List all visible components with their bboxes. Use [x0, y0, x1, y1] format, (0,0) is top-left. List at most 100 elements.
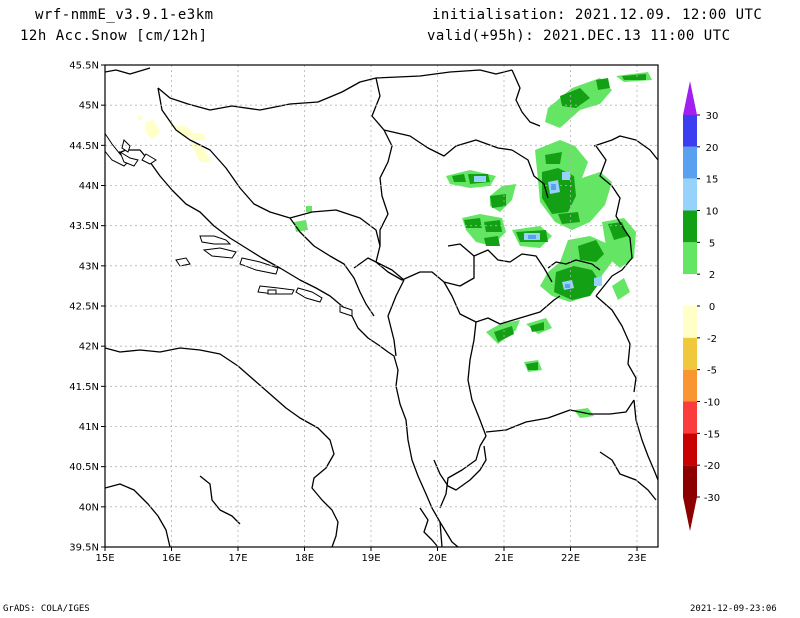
- initialisation-text: initialisation: 2021.12.09. 12:00 UTC: [432, 7, 763, 23]
- adriatic-islands: [105, 132, 353, 317]
- romania-border: [511, 69, 541, 127]
- montenegro-albania-border: [387, 279, 405, 357]
- coastlines-and-borders: [105, 67, 658, 547]
- colorbar-band: [683, 337, 697, 370]
- lat-tick-label: 45N: [79, 101, 99, 112]
- danube-romania-border: [593, 135, 658, 161]
- colorbar-band: [683, 146, 697, 179]
- lat-tick-label: 43.5N: [69, 221, 99, 232]
- lat-lon-grid: [105, 65, 658, 547]
- croatia-serbia-border: [383, 129, 513, 157]
- colorbar-label: 10: [706, 207, 719, 218]
- lon-tick-label: 23E: [627, 553, 646, 564]
- island-pag-icon: [121, 139, 131, 153]
- colorbar-band: [683, 369, 697, 402]
- greece-chalcidice-coast: [599, 451, 657, 501]
- colorbar-label: 30: [706, 111, 719, 122]
- lon-tick-label: 20E: [428, 553, 447, 564]
- variable-title: 12h Acc.Snow [cm/12h]: [20, 28, 208, 44]
- colorbar-label: 0: [709, 302, 715, 313]
- lat-tick-label: 42N: [79, 342, 99, 353]
- island-cres-icon: [118, 150, 139, 167]
- bosnia-croatia-south-border: [289, 217, 375, 317]
- colorbar-band: [683, 465, 697, 497]
- lon-tick-label: 19E: [361, 553, 380, 564]
- lat-tick-label: 40N: [79, 502, 99, 513]
- hungary-serbia-border: [375, 69, 513, 79]
- colorbar-band: [683, 242, 697, 275]
- montenegro-border: [375, 243, 475, 287]
- lat-tick-label: 40.5N: [69, 462, 99, 473]
- colorbar-label: 15: [706, 175, 719, 186]
- colorbar-label: -15: [704, 429, 720, 440]
- snow-shading-layer: [138, 72, 652, 418]
- colorbar-label: 2: [709, 270, 715, 281]
- kosovo-macedonia-border: [499, 295, 561, 325]
- colorbar-band: [683, 306, 697, 338]
- albania-kosovo-border: [443, 281, 501, 325]
- colorbar-label: -2: [707, 334, 717, 345]
- lon-tick-label: 21E: [494, 553, 513, 564]
- snow-blue-areas: [528, 184, 570, 288]
- colorbar-band: [683, 178, 697, 211]
- island-hvar-icon: [239, 257, 279, 275]
- colorbar-label: 5: [709, 238, 715, 249]
- colorbar-bottom-arrow: [683, 497, 697, 531]
- lat-tick-label: 39.5N: [69, 543, 99, 554]
- lat-tick-label: 41N: [79, 422, 99, 433]
- serbia-romania-border: [511, 149, 549, 199]
- lon-tick-label: 17E: [228, 553, 247, 564]
- colorbar-band: [683, 115, 697, 147]
- colorbar-label: -5: [707, 366, 717, 377]
- croatia-hungary-border: [157, 77, 377, 111]
- island-brac-icon: [202, 247, 237, 259]
- colorbar-label: -10: [704, 398, 720, 409]
- macedonia-bulgaria-border: [595, 295, 637, 393]
- colorbar-top-arrow: [683, 81, 697, 115]
- lon-tick-label: 15E: [95, 553, 114, 564]
- lat-tick-label: 41.5N: [69, 382, 99, 393]
- colorbar-label: -20: [704, 461, 720, 472]
- colorbar-band: [683, 210, 697, 243]
- bosnia-serbia-border: [371, 77, 405, 281]
- island-lastovo-icon: [267, 289, 277, 295]
- greece-east-coast: [633, 399, 658, 481]
- albania-greece-border: [433, 445, 487, 491]
- croatia-bosnia-north-border: [157, 87, 381, 247]
- italy-coastline: [105, 347, 339, 547]
- serbia-kosovo-border: [473, 249, 553, 283]
- render-timestamp: 2021-12-09-23:06: [690, 604, 777, 614]
- greece-coast-south: [439, 521, 459, 547]
- island-dugi-otok-icon: [199, 235, 232, 245]
- island-mljet-icon: [295, 287, 323, 303]
- macedonia-greece-border: [485, 399, 635, 433]
- longitude-labels: 15E 16E 17E 18E 19E 20E 21E 22E 23E: [95, 547, 647, 564]
- kosovo-serbia-east: [547, 259, 601, 271]
- lat-tick-label: 43N: [79, 261, 99, 272]
- colorbar-band: [683, 433, 697, 466]
- snow-negative-areas: [138, 116, 212, 162]
- lon-tick-label: 18E: [295, 553, 314, 564]
- model-title: wrf-nmmE_v3.9.1-e3km: [35, 7, 214, 23]
- lat-tick-label: 44N: [79, 181, 99, 192]
- lon-tick-label: 16E: [162, 553, 181, 564]
- colorbar-label: 20: [706, 143, 719, 154]
- gulf-of-taranto-coastline: [105, 483, 171, 547]
- italy-heel-coastline: [199, 475, 241, 525]
- albania-macedonia-border: [467, 321, 487, 447]
- slovenia-croatia-border: [105, 67, 151, 75]
- software-credit: GrADS: COLA/IGES: [3, 604, 90, 614]
- adriatic-east-coastline: [105, 139, 443, 547]
- greece-west-coast: [419, 507, 439, 547]
- lat-tick-label: 42.5N: [69, 302, 99, 313]
- greece-inland-border: [439, 445, 481, 509]
- island-sipan-icon: [339, 305, 353, 317]
- valid-time-text: valid(+95h): 2021.DEC.13 11:00 UTC: [427, 28, 731, 44]
- lon-tick-label: 22E: [561, 553, 580, 564]
- lat-tick-label: 45.5N: [69, 61, 99, 72]
- latitude-labels: 45.5N 45N 44.5N 44N 43.5N 43N 42.5N 42N 41.5N 41N…: [69, 61, 105, 554]
- island-rab-icon: [141, 153, 157, 165]
- colorbar-band: [683, 274, 697, 306]
